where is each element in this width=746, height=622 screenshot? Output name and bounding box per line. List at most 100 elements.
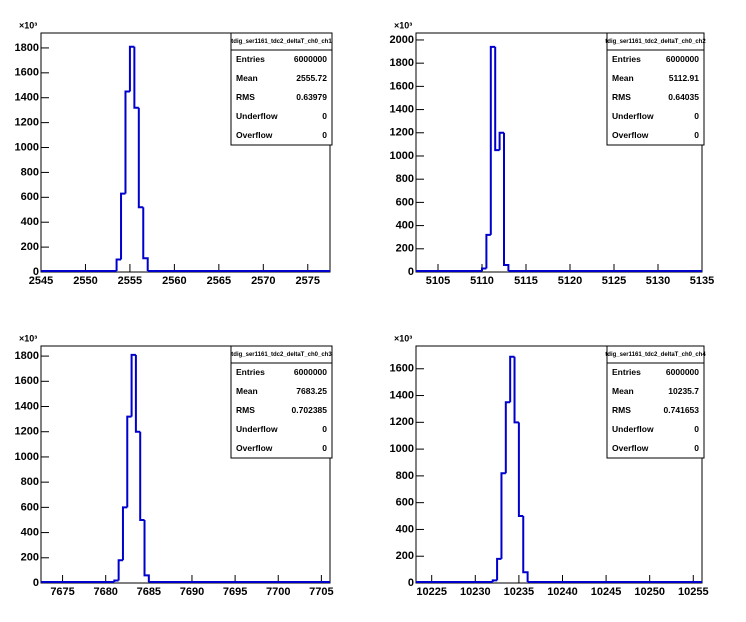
x-tick-label: 2555: [118, 275, 142, 287]
stats-label: Underflow: [236, 111, 278, 121]
stats-label: Overflow: [236, 130, 273, 140]
stats-label: Entries: [612, 367, 641, 377]
stats-label: RMS: [236, 405, 255, 415]
x-tick-label: 10235: [504, 586, 535, 598]
y-tick-label: 200: [21, 241, 39, 253]
stats-label: Overflow: [236, 443, 273, 453]
stats-value: 7683.25: [296, 386, 327, 396]
histogram-bin: [491, 579, 498, 582]
y-tick-label: 800: [21, 476, 39, 488]
y-exponent: ×10³: [19, 20, 37, 30]
stats-value: 0: [694, 424, 699, 434]
stats-value: 0: [694, 111, 699, 121]
y-tick-label: 0: [33, 266, 39, 278]
x-tick-label: 5115: [514, 275, 538, 287]
histogram-bin: [498, 131, 504, 151]
stats-label: Mean: [236, 73, 258, 83]
stats-title: tdig_ser1161_tdc2_deltaT_ch0_ch4: [605, 352, 706, 358]
histogram-bin: [142, 207, 149, 271]
y-tick-label: 800: [396, 470, 414, 482]
y-tick-label: 1800: [15, 42, 39, 54]
x-tick-label: 5120: [558, 275, 582, 287]
stats-value: 0.64035: [668, 92, 699, 102]
y-tick-label: 1400: [390, 389, 414, 401]
y-tick-label: 1600: [390, 80, 414, 92]
y-tick-label: 400: [396, 219, 414, 231]
y-tick-label: 1200: [15, 117, 39, 129]
histogram-bin: [137, 107, 144, 209]
x-tick-label: 7685: [137, 586, 161, 598]
histogram-bin: [115, 258, 122, 271]
stats-label: Underflow: [612, 424, 654, 434]
y-tick-label: 1400: [390, 103, 414, 115]
y-tick-label: 200: [396, 550, 414, 562]
histogram-bin: [513, 356, 519, 424]
stats-value: 6000000: [666, 367, 699, 377]
x-tick-label: 10245: [591, 586, 622, 598]
stats-title: tdig_ser1161_tdc2_deltaT_ch0_ch2: [605, 39, 706, 45]
y-tick-label: 400: [396, 523, 414, 535]
y-tick-label: 1400: [15, 400, 39, 412]
histogram-bin: [120, 192, 126, 260]
stats-value: 5112.91: [669, 73, 700, 83]
x-tick-label: 10225: [416, 586, 447, 598]
histogram-bin: [117, 559, 123, 581]
histogram-bin: [500, 472, 506, 559]
histogram-bin: [143, 519, 150, 582]
stats-label: RMS: [612, 405, 631, 415]
y-exponent: ×10³: [19, 333, 37, 343]
x-tick-label: 2575: [296, 275, 320, 287]
y-tick-label: 400: [21, 526, 39, 538]
y-tick-label: 0: [408, 266, 414, 278]
y-exponent: ×10³: [394, 333, 412, 343]
stats-box: [230, 32, 333, 146]
stats-value: 0: [694, 130, 699, 140]
histogram-bin: [522, 516, 529, 582]
histogram-bin: [134, 354, 141, 433]
histogram-bin: [509, 355, 515, 403]
x-tick-label: 5105: [426, 275, 450, 287]
y-tick-label: 600: [396, 497, 414, 509]
stats-label: Underflow: [236, 424, 278, 434]
x-tick-label: 5110: [470, 275, 494, 287]
histogram-bin: [133, 46, 139, 109]
x-tick-label: 7700: [266, 586, 290, 598]
y-tick-label: 1600: [15, 375, 39, 387]
histogram-bin: [128, 45, 135, 92]
histogram-bin: [124, 90, 130, 194]
stats-box: [606, 32, 705, 146]
x-tick-label: 7675: [50, 586, 74, 598]
histogram-bin: [481, 267, 487, 271]
stats-label: Mean: [612, 73, 634, 83]
y-tick-label: 400: [21, 216, 39, 228]
x-tick-label: 2570: [251, 275, 275, 287]
stats-value: 0.702385: [292, 405, 328, 415]
y-tick-label: 1800: [390, 57, 414, 69]
y-tick-label: 1600: [15, 67, 39, 79]
stats-label: Overflow: [612, 130, 649, 140]
stats-value: 6000000: [666, 54, 699, 64]
stats-value: 6000000: [294, 367, 327, 377]
y-tick-label: 2000: [390, 34, 414, 46]
stats-value: 6000000: [294, 54, 327, 64]
histogram-bin: [517, 422, 524, 518]
y-tick-label: 1200: [390, 127, 414, 139]
stats-box: [230, 345, 333, 459]
histogram-bin: [121, 506, 128, 561]
histogram-bin: [130, 353, 136, 417]
stats-value: 0.741653: [664, 405, 700, 415]
x-tick-label: 2565: [207, 275, 231, 287]
histogram-bin: [139, 431, 145, 521]
stats-label: Mean: [236, 386, 258, 396]
stats-value: 0.63979: [296, 92, 327, 102]
y-tick-label: 1000: [390, 443, 414, 455]
stats-label: Entries: [236, 367, 265, 377]
x-tick-label: 10230: [460, 586, 491, 598]
histogram-bin: [126, 415, 132, 508]
x-tick-label: 5135: [690, 275, 714, 287]
stats-value: 0: [322, 111, 327, 121]
histogram-bin: [504, 401, 511, 474]
y-tick-label: 600: [21, 191, 39, 203]
y-tick-label: 600: [396, 196, 414, 208]
